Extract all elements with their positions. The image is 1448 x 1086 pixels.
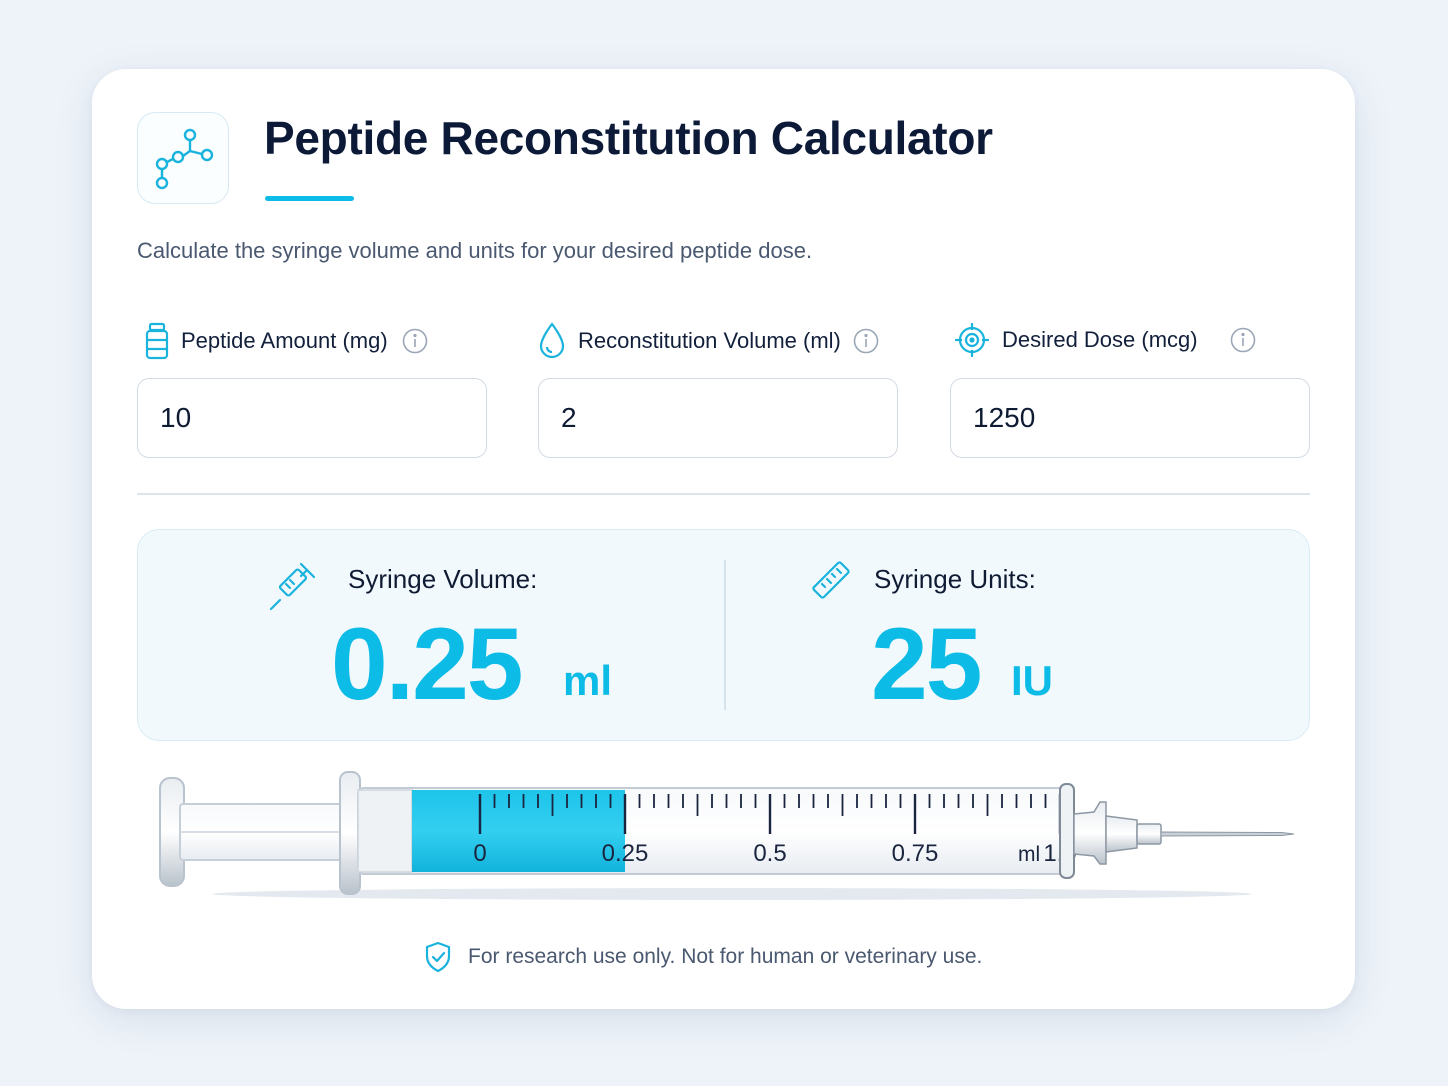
target-icon — [955, 323, 989, 357]
reconstitution-volume-input[interactable] — [538, 378, 898, 458]
scale-label: 0.25 — [602, 840, 649, 867]
syringe-units-value: 25 — [871, 607, 982, 721]
vial-icon — [145, 322, 169, 360]
desired-dose-label: Desired Dose (mcg) — [954, 322, 1256, 358]
info-icon[interactable] — [853, 328, 879, 354]
syringe-unit-label: ml — [1018, 843, 1040, 866]
peptide-amount-input[interactable] — [137, 378, 487, 458]
syringe-fill — [412, 790, 625, 872]
syringe-icon — [269, 562, 316, 611]
reconstitution-volume-label-text: Reconstitution Volume (ml) — [578, 328, 841, 353]
desired-dose-label-text: Desired Dose (mcg) — [1002, 327, 1198, 352]
page-title: Peptide Reconstitution Calculator — [264, 112, 993, 164]
disclaimer-text: For research use only. Not for human or … — [468, 945, 983, 968]
page-subtitle: Calculate the syringe volume and units f… — [137, 238, 813, 263]
needle-hub — [1073, 801, 1107, 865]
results-panel: Syringe Volume: 0.25 ml Syringe Units: 2… — [137, 529, 1310, 741]
scale-label: 0.75 — [892, 840, 939, 867]
needle — [1160, 831, 1295, 837]
syringe-units-unit: IU — [1011, 657, 1053, 704]
barrel-end — [1059, 783, 1075, 879]
calculator-card: Peptide Reconstitution Calculator Calcul… — [92, 69, 1355, 1009]
shield-check-icon — [425, 941, 451, 973]
logo-box — [137, 112, 229, 204]
syringe-volume-label: Syringe Volume: — [348, 564, 538, 594]
molecule-icon — [155, 128, 214, 190]
results-separator — [724, 560, 726, 710]
info-icon[interactable] — [402, 328, 428, 354]
syringe-volume-value: 0.25 — [331, 607, 524, 721]
scale-label: 0 — [473, 840, 486, 867]
syringe-shadow — [212, 888, 1252, 900]
disclaimer: For research use only. Not for human or … — [424, 941, 982, 973]
syringe-units-label: Syringe Units: — [874, 564, 1036, 594]
syringe-illustration: 00.250.50.751.0 ml — [159, 771, 1295, 900]
ruler-icon — [812, 561, 850, 599]
peptide-amount-label: Peptide Amount (mg) — [145, 322, 428, 360]
syringe-volume-unit: ml — [563, 657, 613, 704]
reconstitution-volume-label: Reconstitution Volume (ml) — [538, 322, 879, 360]
title-underline — [265, 196, 354, 201]
plunger-stopper — [357, 789, 413, 873]
droplet-icon — [539, 322, 565, 359]
desired-dose-input[interactable] — [950, 378, 1310, 458]
scale-label: 0.5 — [753, 840, 786, 867]
peptide-amount-label-text: Peptide Amount (mg) — [181, 328, 388, 353]
section-divider — [137, 493, 1310, 495]
info-icon[interactable] — [1230, 327, 1256, 353]
